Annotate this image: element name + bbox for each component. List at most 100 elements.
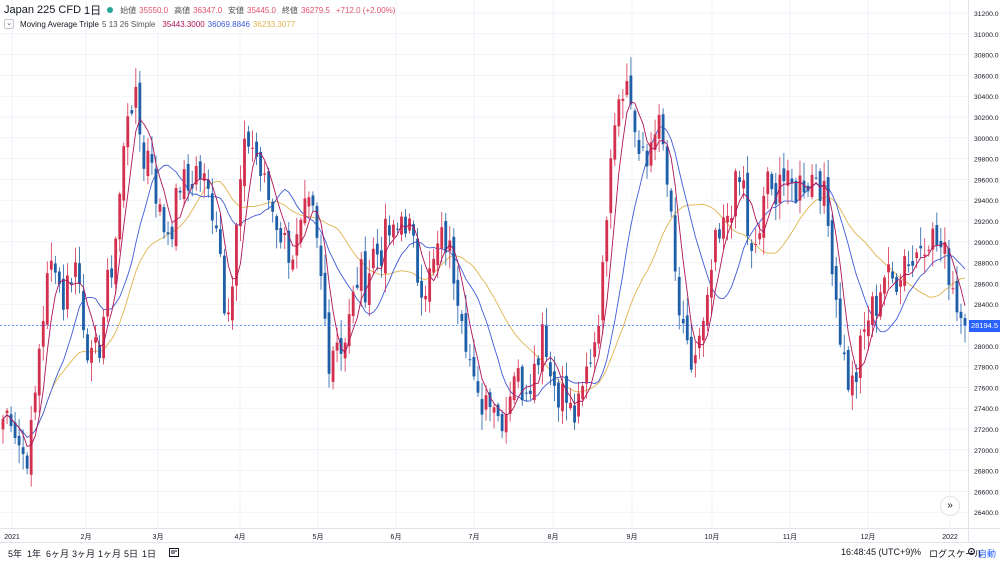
symbol-name[interactable]: Japan 225 CFD — [4, 4, 82, 16]
price-tick-label: 28800.0 — [974, 261, 999, 268]
ma-slow-line-layer — [2, 180, 966, 438]
time-tick-label: 8月 — [548, 533, 559, 541]
candle-body — [363, 251, 367, 303]
auto-scale-toggle[interactable]: 自動 — [978, 549, 997, 559]
candle-body — [528, 390, 532, 395]
price-tick-label: 30000.0 — [974, 136, 999, 143]
range-5d-button[interactable]: 5日 — [124, 549, 139, 559]
candle-body — [617, 99, 621, 127]
candle-body — [323, 272, 327, 319]
price-tick-label: 29600.0 — [974, 177, 999, 184]
candle-body — [53, 263, 57, 273]
candle-body — [259, 151, 263, 176]
candle-body — [17, 435, 21, 446]
price-tick-label: 26400.0 — [974, 510, 999, 517]
candle-body — [267, 171, 271, 201]
candle-body — [404, 216, 407, 234]
candle-body — [41, 321, 45, 347]
candle-body — [536, 358, 540, 366]
candle-body — [613, 125, 617, 160]
time-tick-label: 6月 — [391, 533, 402, 541]
chevron-down-icon[interactable]: ⌄ — [4, 19, 14, 29]
ma-fast-line-layer — [0, 101, 968, 447]
range-6m-button[interactable]: 6ヶ月 — [46, 549, 70, 559]
candle-body — [476, 381, 480, 393]
price-axis-labels: 31200.0 31000.0 30800.0 30600.0 30400.0 30200… — [974, 11, 999, 517]
candle-body — [561, 383, 564, 412]
price-axis[interactable]: 31200.0 31000.0 30800.0 30600.0 30400.0 30200… — [968, 0, 1000, 528]
candlestick-chart[interactable] — [0, 0, 968, 528]
clock-readout[interactable]: 16:48:45 (UTC+9) — [841, 547, 914, 557]
axis-corner — [968, 528, 1000, 542]
candle-body — [49, 260, 53, 270]
candle-body — [778, 174, 782, 204]
candle-body — [557, 382, 560, 408]
candle-body — [86, 334, 89, 361]
grid-lines — [0, 0, 968, 528]
candles-layer — [1, 57, 967, 487]
candle-body — [935, 225, 939, 246]
candle-body — [57, 271, 61, 285]
candle-body — [464, 313, 468, 352]
time-tick-label: 7月 — [469, 533, 480, 541]
candle-body — [838, 298, 842, 345]
candle-body — [33, 392, 37, 413]
candle-body — [846, 350, 850, 390]
candle-body — [939, 240, 943, 248]
candle-body — [480, 399, 484, 415]
candle-body — [641, 146, 645, 148]
candle-body — [339, 338, 343, 354]
price-tick-label: 26600.0 — [974, 489, 999, 496]
candle-body — [275, 216, 279, 231]
time-axis[interactable]: 2021 2月 3月 4月 5月 6月 7月 8月 9月 10月 11月 12月 2022 — [0, 528, 968, 542]
chart-pane[interactable] — [0, 0, 968, 528]
indicator-row[interactable]: ⌄ Moving Average Triple 5 13 26 Simple 3… — [4, 17, 395, 31]
candle-body — [78, 263, 81, 284]
candle-body — [915, 252, 919, 259]
candle-body — [637, 140, 641, 154]
candle-body — [798, 175, 802, 201]
candle-body — [581, 386, 585, 400]
candle-body — [730, 217, 733, 223]
log-scale-toggle[interactable]: ログスケール — [929, 549, 984, 559]
candle-body — [681, 319, 685, 324]
indicator-name[interactable]: Moving Average Triple — [20, 19, 100, 29]
candle-body — [866, 320, 870, 337]
candle-body — [649, 142, 653, 166]
candle-body — [601, 262, 605, 321]
candle-body — [291, 259, 295, 270]
range-5y-button[interactable]: 5年 — [8, 549, 23, 559]
range-1d-button[interactable]: 1日 — [142, 549, 157, 559]
candle-body — [303, 198, 307, 224]
candle-body — [279, 228, 283, 243]
candle-body — [98, 344, 102, 358]
candle-body — [786, 170, 790, 186]
interval-label[interactable]: 1日 — [84, 5, 102, 17]
range-1m-button[interactable]: 1ヶ月 — [98, 549, 122, 559]
candle-body — [351, 291, 355, 317]
candle-body — [343, 342, 347, 359]
candle-body — [327, 312, 331, 374]
candle-body — [693, 355, 697, 364]
candle-body — [114, 238, 118, 285]
candle-body — [565, 375, 568, 403]
candle-body — [247, 131, 250, 147]
time-tick-label: 9月 — [627, 533, 638, 541]
candle-body — [673, 215, 677, 272]
candle-body — [243, 138, 246, 187]
range-3m-button[interactable]: 3ヶ月 — [72, 549, 96, 559]
range-1y-button[interactable]: 1年 — [27, 549, 42, 559]
percent-toggle[interactable]: % — [913, 547, 922, 557]
candle-body — [854, 372, 858, 383]
candle-body — [110, 268, 114, 278]
gear-icon[interactable] — [966, 546, 977, 559]
candle-body — [122, 146, 126, 201]
last-price-tag: 28194.5 — [969, 319, 1000, 332]
candle-body — [319, 245, 323, 277]
scroll-to-realtime-button[interactable]: » — [940, 496, 960, 516]
time-tick-label: 4月 — [235, 533, 246, 541]
candle-body — [597, 326, 601, 344]
compare-icon[interactable] — [168, 546, 180, 560]
candle-body — [500, 414, 504, 432]
candle-body — [484, 395, 488, 410]
